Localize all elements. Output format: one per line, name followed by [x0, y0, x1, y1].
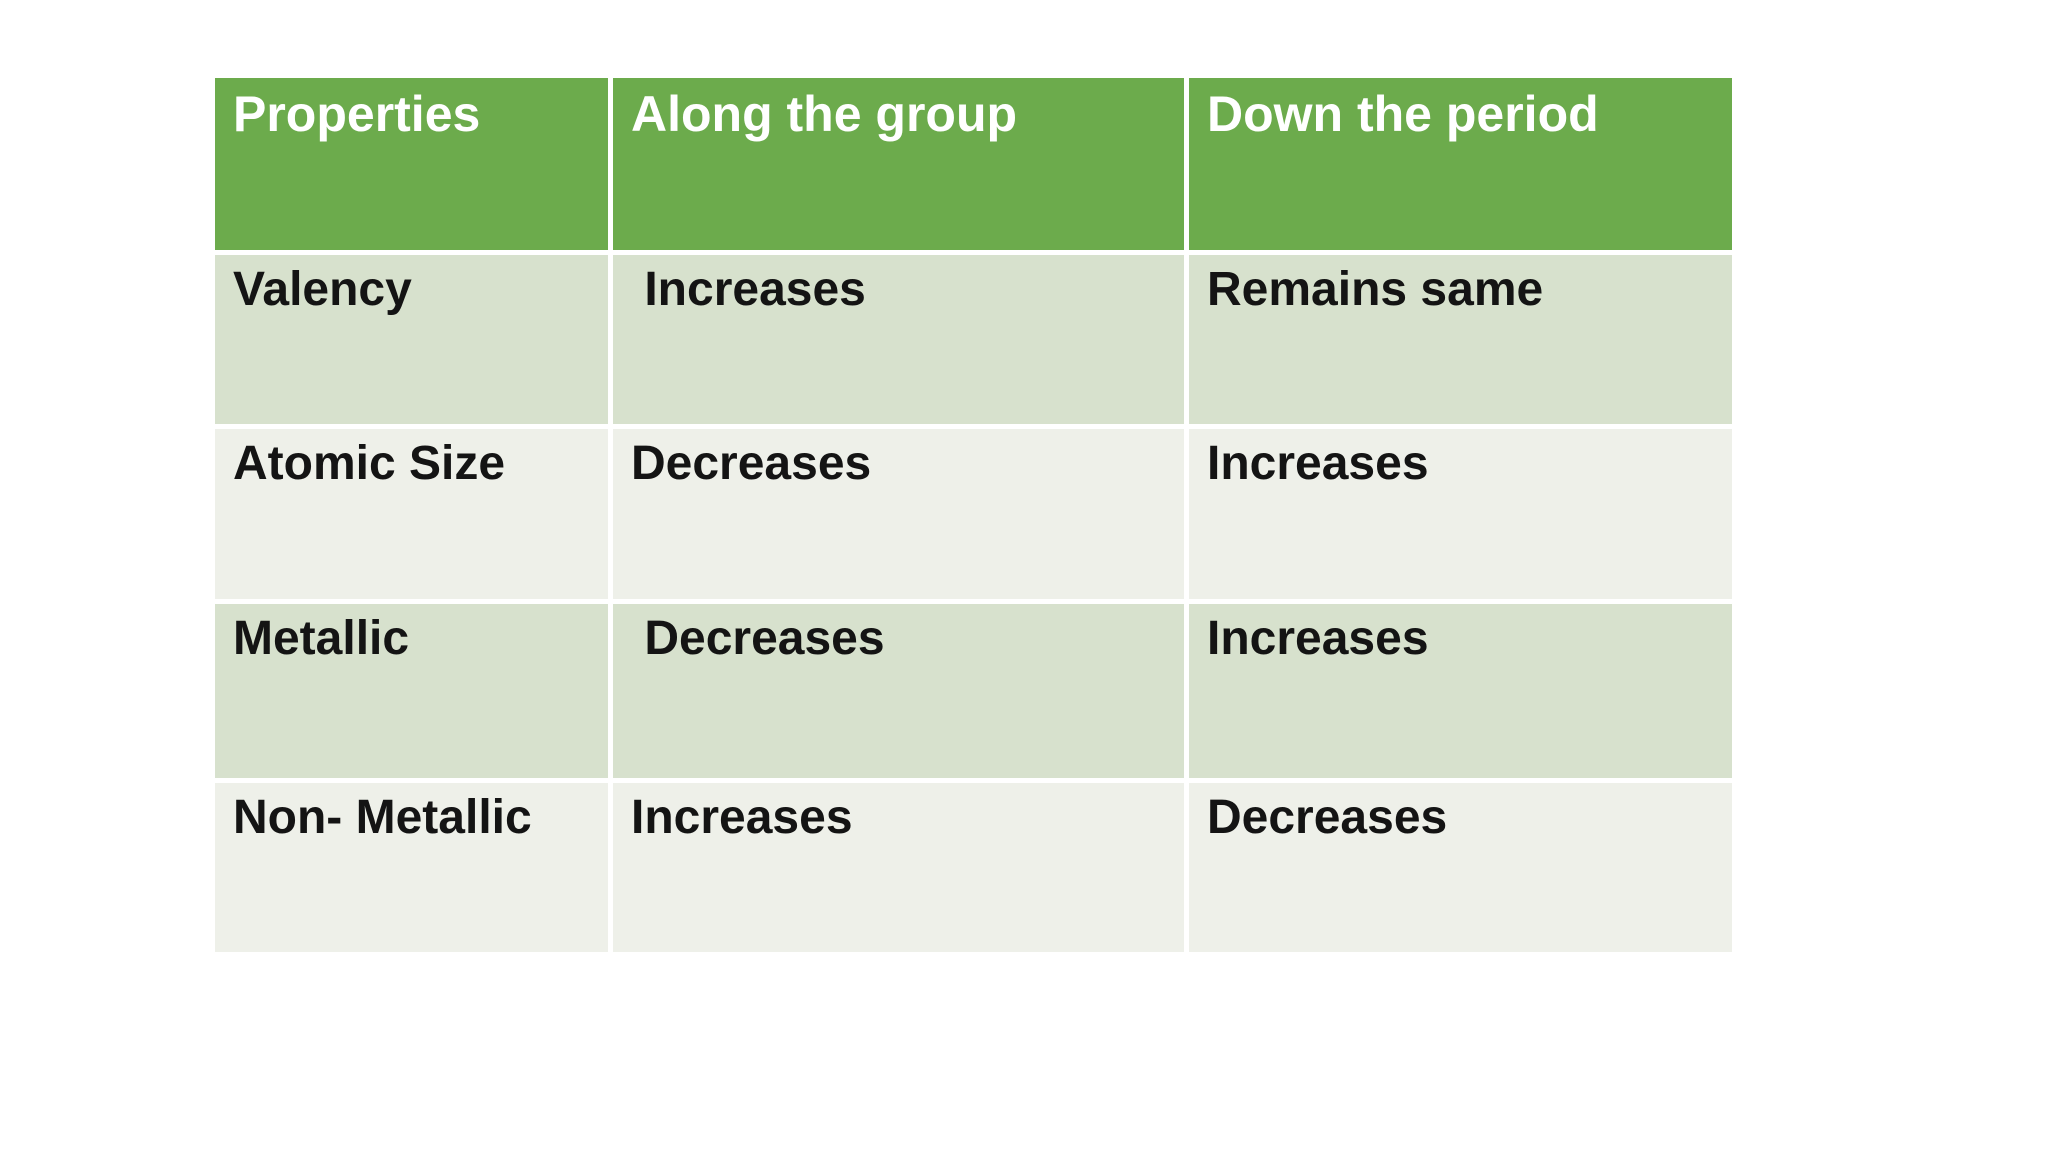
cell-atomic-size-along-group: Decreases [613, 429, 1184, 599]
cell-atomic-size-label: Atomic Size [215, 429, 608, 599]
column-header-along-the-group: Along the group [613, 78, 1184, 250]
cell-metallic-along-group: Decreases [613, 604, 1184, 778]
cell-metallic-down-period: Increases [1189, 604, 1732, 778]
cell-valency-along-group: Increases [613, 255, 1184, 424]
cell-atomic-size-down-period: Increases [1189, 429, 1732, 599]
cell-non-metallic-label: Non- Metallic [215, 783, 608, 952]
cell-valency-down-period: Remains same [1189, 255, 1732, 424]
cell-non-metallic-down-period: Decreases [1189, 783, 1732, 952]
cell-valency-label: Valency [215, 255, 608, 424]
column-header-properties: Properties [215, 78, 608, 250]
periodic-trends-table: Properties Along the group Down the peri… [215, 78, 1732, 952]
cell-non-metallic-along-group: Increases [613, 783, 1184, 952]
cell-metallic-label: Metallic [215, 604, 608, 778]
column-header-down-the-period: Down the period [1189, 78, 1732, 250]
